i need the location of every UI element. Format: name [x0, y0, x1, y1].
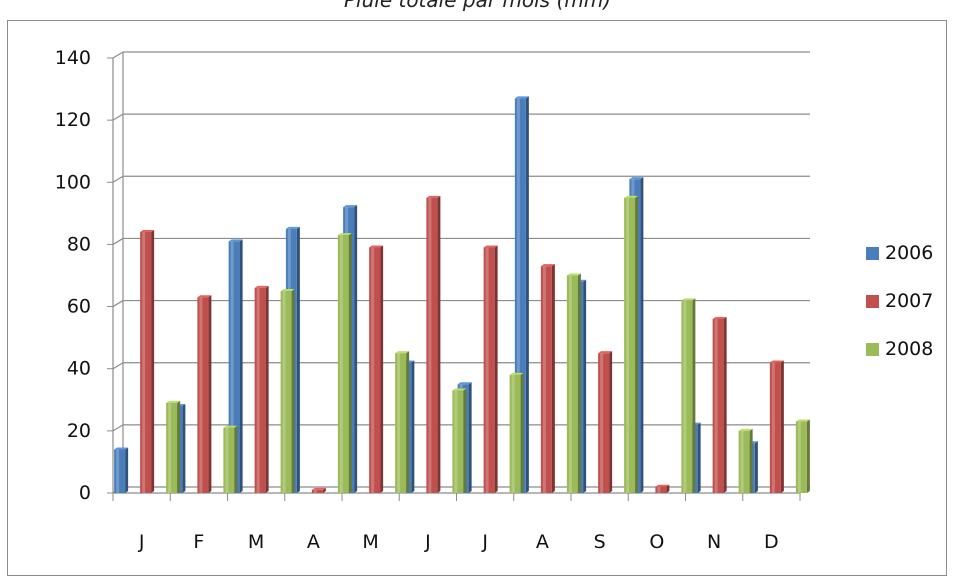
gridline-join: [112, 237, 124, 245]
gridline-join: [112, 51, 124, 59]
bar-2007-J: [140, 230, 155, 493]
bar-2008-J: [452, 388, 467, 493]
x-tick-label: J: [424, 531, 431, 553]
x-tick-label: F: [193, 531, 204, 553]
bar-2008-A: [566, 273, 581, 493]
legend-swatch: [866, 247, 879, 260]
legend-label: 2008: [885, 338, 933, 360]
bar-2007-A: [311, 487, 326, 493]
bar-2007-A: [540, 264, 555, 493]
y-tick-label: 0: [79, 482, 91, 504]
legend-swatch: [866, 295, 879, 308]
x-tick-label: M: [362, 531, 378, 553]
y-tick-label: 40: [67, 358, 91, 380]
x-tick-label: M: [248, 531, 264, 553]
bar-2006-M: [228, 239, 243, 493]
bar-2008-J: [509, 372, 524, 493]
x-tick-label: A: [536, 531, 549, 553]
bar-2008-S: [624, 195, 639, 494]
x-tick-label: A: [307, 531, 320, 553]
bar-2007-J: [483, 245, 498, 493]
gridline-join: [112, 424, 124, 432]
legend-label: 2006: [885, 242, 933, 264]
y-tick-label: 100: [55, 171, 91, 193]
x-tick-label: D: [764, 531, 779, 553]
bar-2007-D: [769, 360, 784, 493]
bar-2008-A: [337, 233, 352, 493]
y-tick-labels: 0 20 40 60 80 100 120 140: [55, 47, 91, 504]
bar-2006-A: [514, 96, 529, 494]
bar-2007-N: [712, 317, 727, 493]
gridline-join: [112, 362, 124, 370]
x-tick-label: N: [707, 531, 721, 553]
chart-frame: [7, 20, 947, 576]
y-tick-label: 80: [67, 233, 91, 255]
bar-2008-D: [795, 419, 810, 493]
x-tick-label: S: [594, 531, 606, 553]
y-tick-label: 20: [67, 420, 91, 442]
bar-2007-M: [369, 245, 384, 493]
y-tick-label: 120: [55, 109, 91, 131]
y-tick-label: 60: [67, 296, 91, 318]
legend: 2006 2007 2008: [866, 242, 933, 360]
bar-2007-M: [254, 285, 269, 493]
gridline-join: [112, 113, 124, 121]
bar-2007-O: [655, 484, 670, 493]
bar-2006-J: [114, 447, 129, 493]
x-tick-label: O: [649, 531, 664, 553]
legend-label: 2007: [885, 290, 933, 312]
bar-2008-F: [223, 425, 238, 493]
bar-2007-S: [598, 351, 613, 493]
gridline-join: [112, 300, 124, 308]
y-tick-label: 140: [55, 47, 91, 69]
x-tick-label: J: [481, 531, 488, 553]
bar-2008-N: [738, 428, 753, 493]
bar-2008-O: [681, 298, 696, 493]
bar-2008-M: [395, 351, 410, 493]
x-tick-label: J: [138, 531, 145, 553]
bar-2007-F: [197, 295, 212, 493]
bar-2008-M: [280, 289, 295, 493]
chart-title: Pluie totale par mois (mm): [343, 0, 612, 12]
bars: [114, 96, 810, 494]
bar-2007-J: [426, 195, 441, 494]
gridline-join: [112, 175, 124, 183]
bar-2008-J: [166, 400, 181, 493]
legend-swatch: [866, 343, 879, 356]
